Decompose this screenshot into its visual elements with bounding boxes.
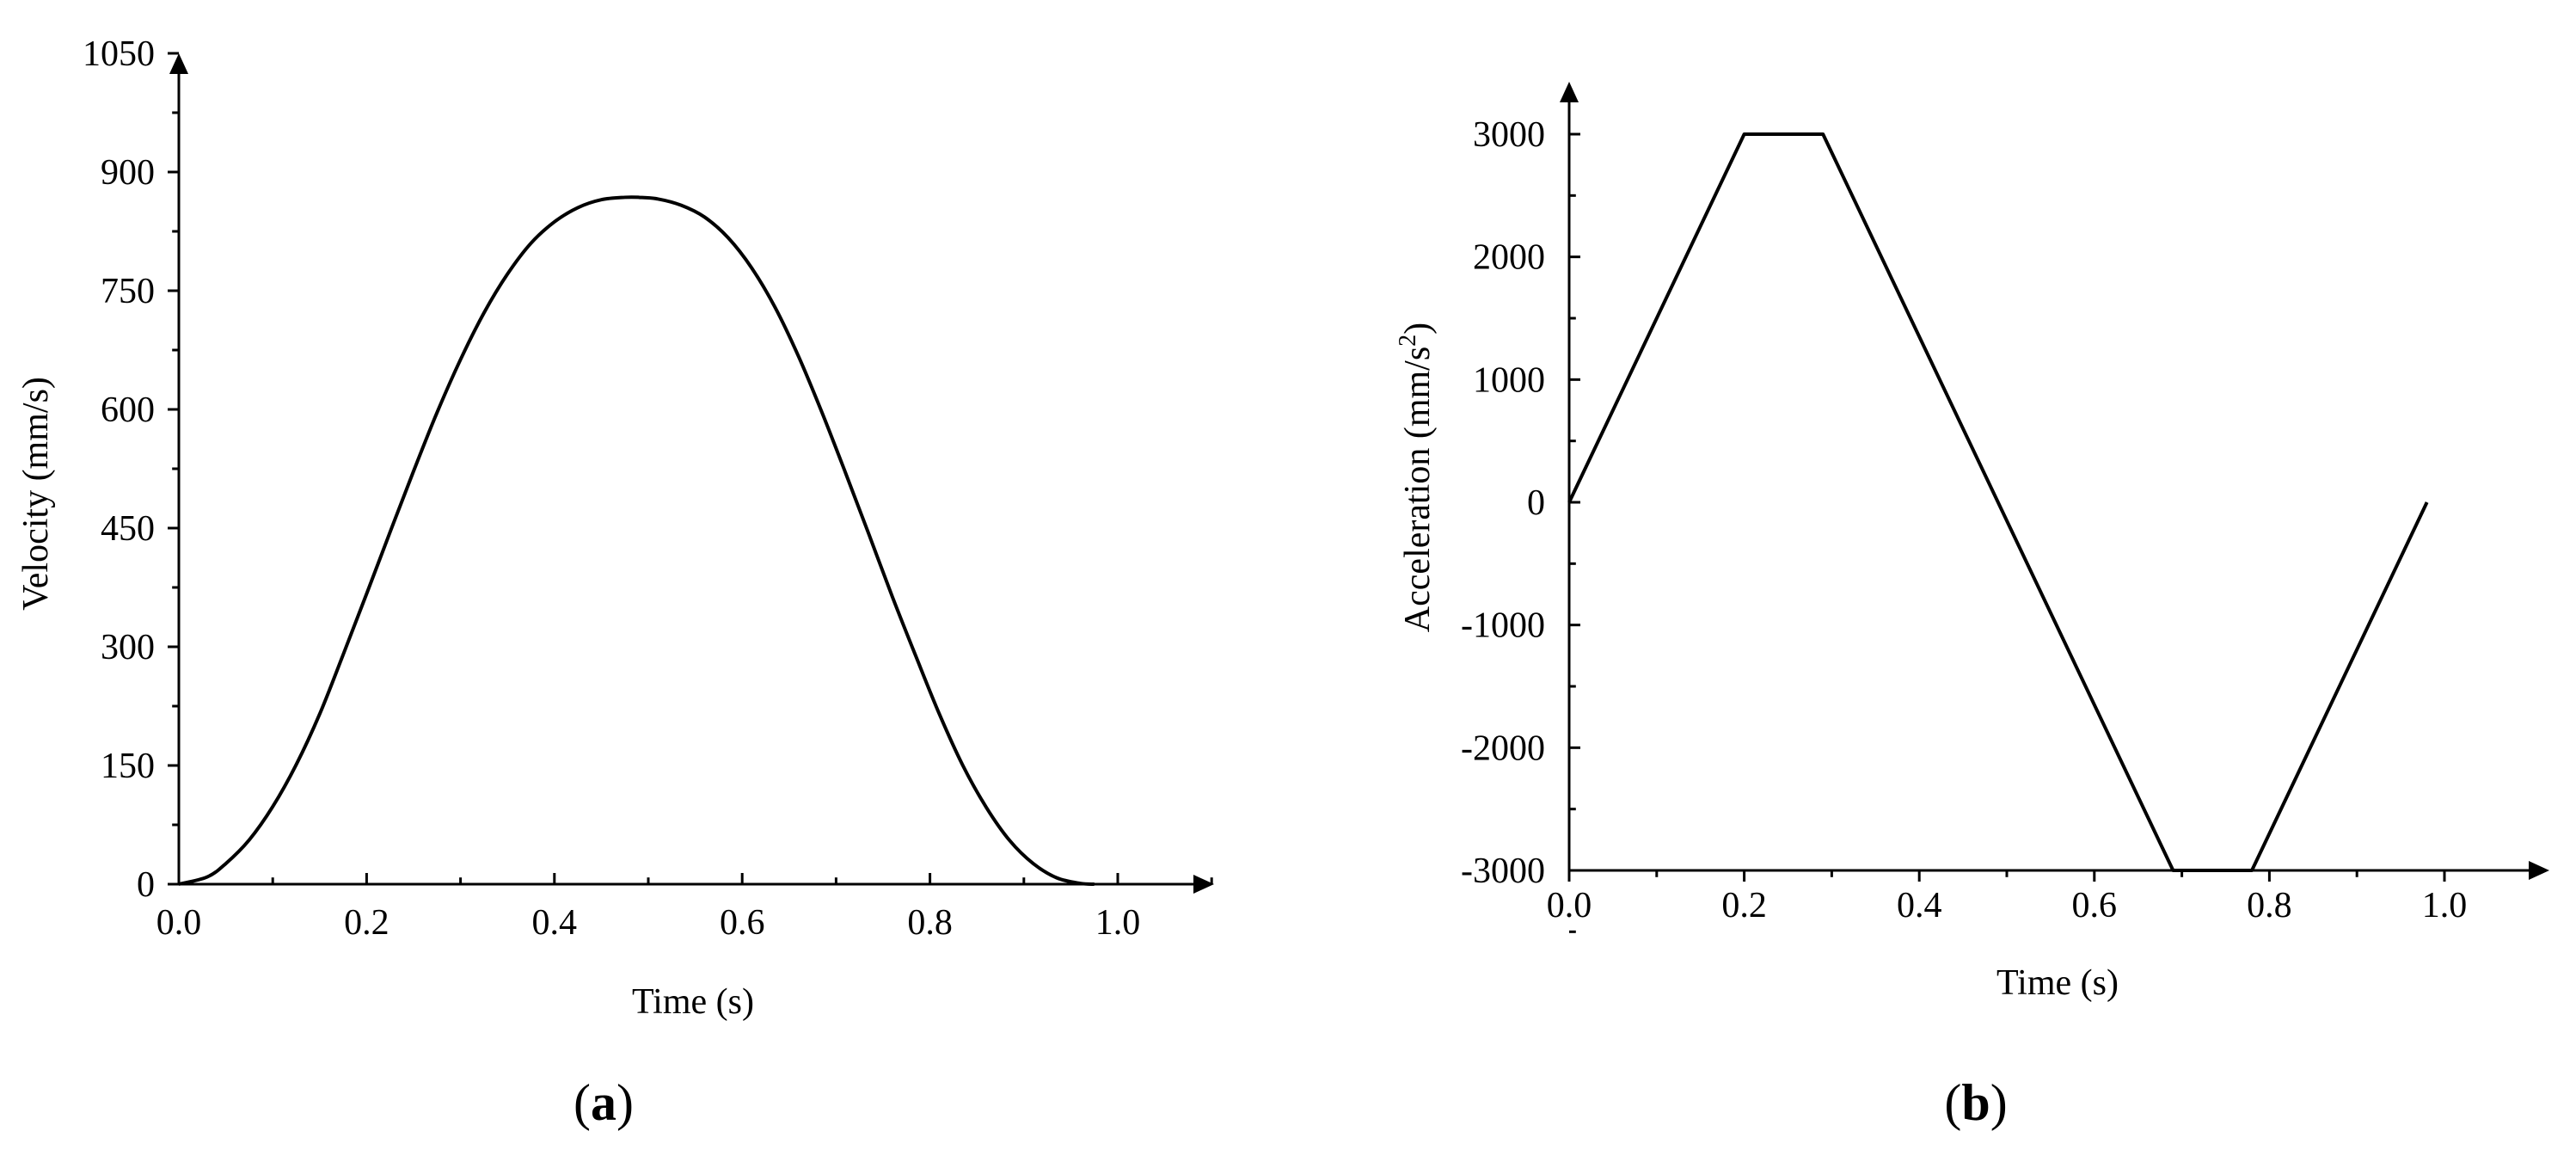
acceleration-y-tick-label: -1000 xyxy=(1461,606,1545,646)
velocity-y-tick-label: 900 xyxy=(101,153,155,193)
acceleration-y-axis-arrow xyxy=(1560,82,1579,102)
velocity-x-ticks: 0.0 0.2 0.4 0.6 0.8 1.0 xyxy=(156,873,1213,943)
acceleration-y-tick-label: 2000 xyxy=(1473,238,1545,278)
acceleration-axes xyxy=(1560,82,2549,880)
velocity-y-axis-title: Velocity (mm/s) xyxy=(16,377,56,611)
velocity-curve-group xyxy=(178,195,1095,886)
velocity-y-tick-label: 750 xyxy=(101,272,155,311)
acceleration-curve-group xyxy=(1567,132,2429,872)
velocity-y-axis-arrow xyxy=(169,53,188,74)
acceleration-y-axis-title-main: Acceleration (mm/s xyxy=(1398,347,1438,632)
acceleration-y-tick-label: 0 xyxy=(1527,483,1545,523)
velocity-x-tick-label: 0.4 xyxy=(532,903,578,943)
panel-label-b: (b) xyxy=(1944,1074,2007,1131)
acceleration-y-axis-title-sup: 2 xyxy=(1395,335,1421,347)
acceleration-y-ticks: 3000 2000 1000 0 -1000 -2000 -3000 xyxy=(1461,115,1580,933)
acceleration-y-tick-label: 3000 xyxy=(1473,115,1545,155)
velocity-y-tick-label: 600 xyxy=(101,390,155,430)
acceleration-x-tick-label: 1.0 xyxy=(2422,886,2468,925)
panel-letter-a: a xyxy=(591,1074,616,1131)
velocity-x-axis-arrow xyxy=(1193,875,1214,894)
velocity-chart: 0 150 300 450 600 750 900 1050 0.0 0.2 0.4 0.6 0.8 1… xyxy=(16,34,1214,1131)
velocity-x-tick-label: 0.6 xyxy=(720,903,765,943)
velocity-y-tick-label: 300 xyxy=(101,628,155,667)
velocity-x-tick-label: 1.0 xyxy=(1095,903,1141,943)
velocity-axes xyxy=(169,53,1214,894)
velocity-y-tick-label: 150 xyxy=(101,747,155,786)
velocity-x-tick-label: 0.0 xyxy=(156,903,202,943)
acceleration-y-tick-label: -3000 xyxy=(1461,851,1545,891)
velocity-y-ticks: 0 150 300 450 600 750 900 1050 xyxy=(83,34,179,905)
acceleration-x-tick-label: 0.2 xyxy=(1721,886,1767,925)
velocity-x-tick-label: 0.8 xyxy=(907,903,953,943)
acceleration-x-tick-label: 0.0 xyxy=(1547,886,1592,925)
acceleration-x-axis-arrow xyxy=(2529,861,2549,880)
acceleration-y-tick-label: -2000 xyxy=(1461,728,1545,768)
acceleration-x-ticks: 0.0 0.2 0.4 0.6 0.8 1.0 xyxy=(1547,870,2534,925)
acceleration-x-tick-label: 0.6 xyxy=(2072,886,2118,925)
panel-label-a: (a) xyxy=(573,1074,634,1131)
acceleration-y-tick-label: 1000 xyxy=(1473,360,1545,400)
acceleration-x-axis-title: Time (s) xyxy=(1996,963,2119,1003)
velocity-curve xyxy=(178,195,1095,886)
velocity-y-tick-label: 0 xyxy=(137,865,155,905)
acceleration-x-tick-label: 0.8 xyxy=(2247,886,2292,925)
acceleration-y-axis-title-end: ) xyxy=(1398,323,1438,335)
velocity-y-tick-label: 450 xyxy=(101,509,155,549)
velocity-x-axis-title: Time (s) xyxy=(632,982,754,1022)
panel-letter-b: b xyxy=(1961,1074,1990,1131)
acceleration-x-tick-label: 0.4 xyxy=(1897,886,1942,925)
velocity-y-tick-label: 1050 xyxy=(83,34,155,74)
acceleration-curve xyxy=(1567,132,2429,872)
velocity-x-tick-label: 0.2 xyxy=(344,903,389,943)
acceleration-y-axis-title: Acceleration (mm/s2) xyxy=(1395,323,1438,632)
